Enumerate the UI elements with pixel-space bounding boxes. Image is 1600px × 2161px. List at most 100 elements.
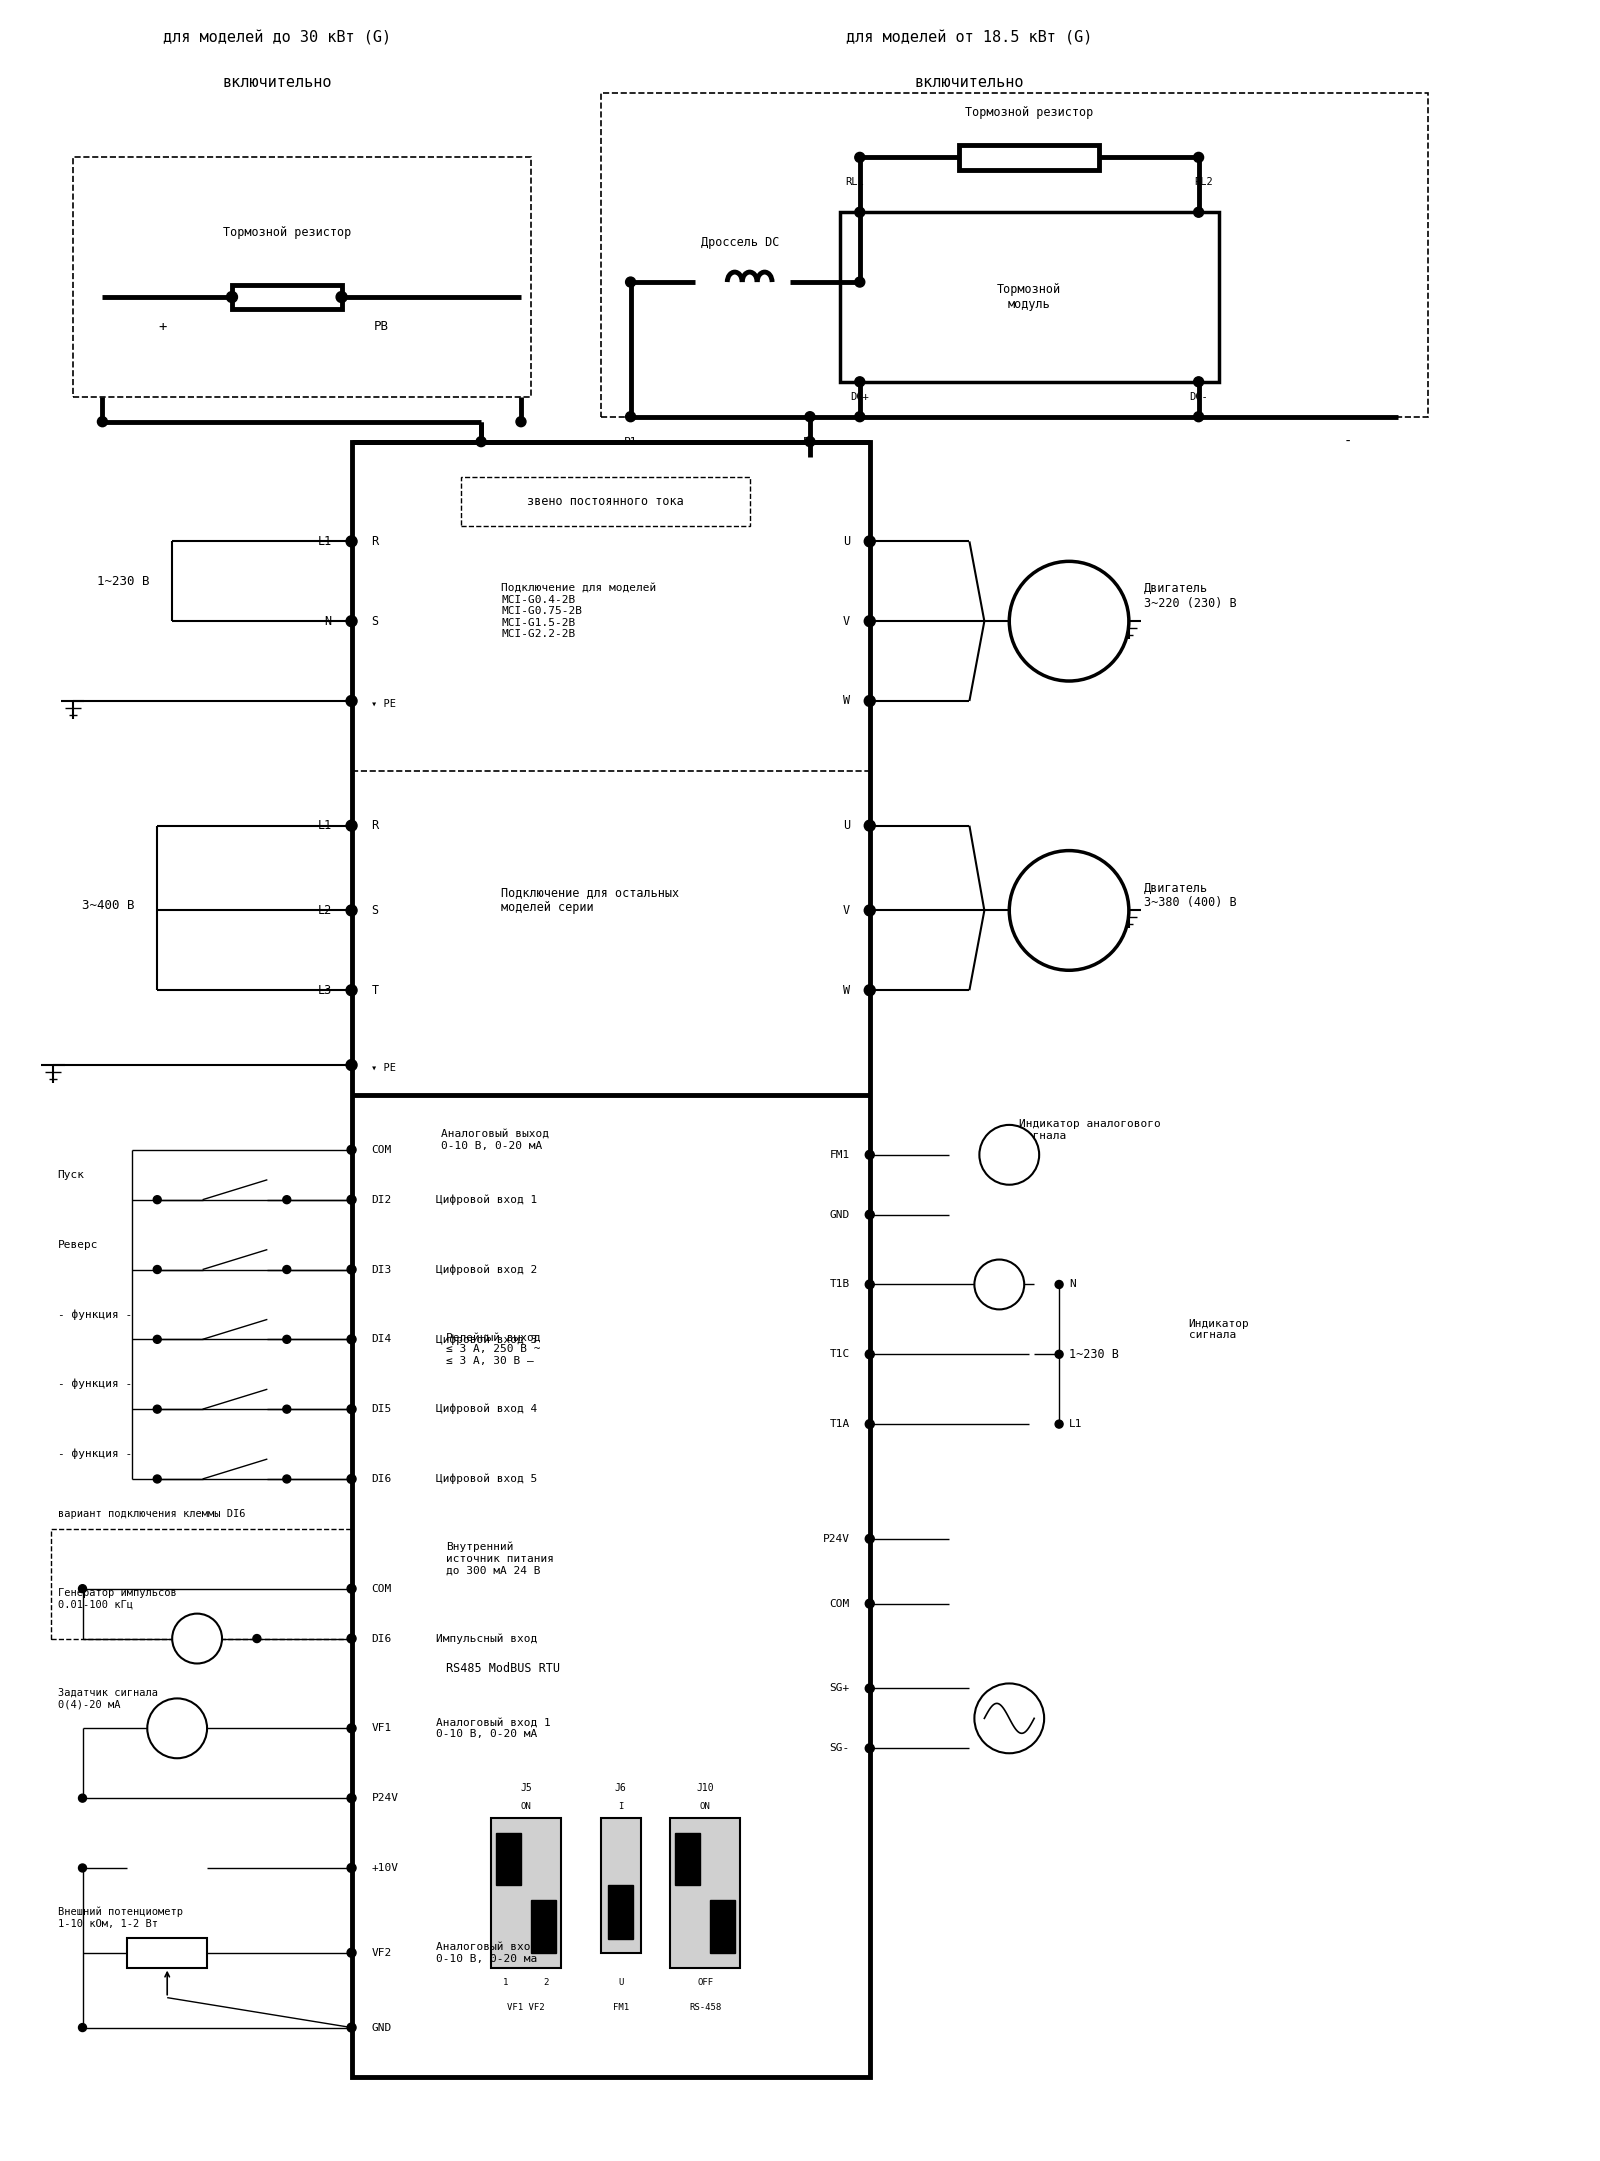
Text: включительно: включительно	[222, 76, 331, 91]
Text: L2: L2	[317, 903, 331, 916]
Circle shape	[864, 985, 875, 996]
Circle shape	[78, 1865, 86, 1871]
Circle shape	[78, 1794, 86, 1802]
Circle shape	[866, 1683, 874, 1692]
Text: ▾ PE: ▾ PE	[371, 698, 397, 709]
Circle shape	[1010, 851, 1130, 970]
Bar	[960, 145, 1099, 171]
Circle shape	[154, 1405, 162, 1413]
Text: DC+: DC+	[851, 391, 869, 402]
Text: 2: 2	[542, 1977, 549, 1988]
Text: ON: ON	[520, 1802, 531, 1811]
Circle shape	[1054, 1420, 1062, 1428]
Text: DI6: DI6	[371, 1634, 392, 1645]
Text: COM: COM	[371, 1584, 392, 1593]
Circle shape	[347, 1863, 357, 1871]
Text: P1: P1	[624, 437, 637, 447]
Text: Реверс: Реверс	[58, 1240, 98, 1249]
Circle shape	[347, 1264, 357, 1275]
Circle shape	[1194, 207, 1203, 218]
Text: 3~400 В: 3~400 В	[83, 899, 134, 912]
Circle shape	[866, 1150, 874, 1158]
Text: 1~230 В: 1~230 В	[1069, 1348, 1118, 1361]
Text: Двигатель
3~380 (400) В: Двигатель 3~380 (400) В	[1144, 882, 1237, 910]
Text: Релейный выход
≤ 3 А, 250 В ~
≤ 3 А, 30 В —: Релейный выход ≤ 3 А, 250 В ~ ≤ 3 А, 30 …	[446, 1333, 541, 1366]
Circle shape	[347, 1949, 357, 1958]
Text: RS485 ModBUS RTU: RS485 ModBUS RTU	[446, 1662, 560, 1675]
Text: DI5: DI5	[371, 1405, 392, 1413]
Circle shape	[346, 536, 357, 547]
Text: S: S	[371, 903, 379, 916]
Circle shape	[515, 417, 526, 426]
Text: T1C: T1C	[829, 1348, 850, 1359]
Circle shape	[866, 1210, 874, 1219]
Text: RL2: RL2	[1194, 177, 1213, 188]
Text: Цифровой вход 3: Цифровой вход 3	[437, 1333, 538, 1344]
Text: +10V: +10V	[371, 1863, 398, 1874]
Text: V: V	[843, 903, 850, 916]
Text: GND: GND	[829, 1210, 850, 1219]
Circle shape	[854, 207, 864, 218]
Text: вариант подключения клеммы DI6: вариант подключения клеммы DI6	[58, 1508, 245, 1519]
Text: Импульсный вход: Импульсный вход	[437, 1634, 538, 1645]
Text: FM1: FM1	[613, 2003, 629, 2012]
Text: L3: L3	[317, 983, 331, 996]
Circle shape	[864, 536, 875, 547]
Bar	[232, 285, 341, 309]
Circle shape	[154, 1195, 162, 1204]
Bar	[128, 1938, 206, 1969]
Circle shape	[1010, 562, 1130, 681]
Circle shape	[866, 1279, 874, 1288]
Circle shape	[854, 277, 864, 287]
Circle shape	[283, 1476, 291, 1482]
Text: Индикатор аналогового
сигнала: Индикатор аналогового сигнала	[1019, 1119, 1162, 1141]
Circle shape	[866, 1744, 874, 1753]
Text: Индикатор
сигнала: Индикатор сигнала	[1189, 1318, 1250, 1340]
Text: R: R	[371, 819, 379, 832]
Text: J5: J5	[520, 1783, 531, 1794]
Text: T: T	[371, 983, 379, 996]
Text: VF1 VF2: VF1 VF2	[507, 2003, 544, 2012]
Circle shape	[78, 1584, 86, 1593]
Text: звено постоянного тока: звено постоянного тока	[528, 495, 685, 508]
Text: L1: L1	[1069, 1420, 1083, 1428]
Text: L1: L1	[317, 536, 331, 549]
Circle shape	[154, 1266, 162, 1273]
Circle shape	[477, 437, 486, 447]
Text: Тормозной резистор: Тормозной резистор	[965, 106, 1093, 119]
Text: Внешний потенциометр
1-10 кОм, 1-2 Вт: Внешний потенциометр 1-10 кОм, 1-2 Вт	[58, 1906, 182, 1930]
Circle shape	[864, 616, 875, 627]
Circle shape	[979, 1126, 1038, 1184]
Bar	[187, 1629, 206, 1649]
Bar	[600, 1817, 640, 1954]
Text: Цифровой вход 2: Цифровой вход 2	[437, 1264, 538, 1275]
Bar	[352, 441, 870, 2077]
Text: T1A: T1A	[829, 1420, 850, 1428]
Text: Подключение для остальных
моделей серии: Подключение для остальных моделей серии	[501, 886, 678, 914]
Text: - функция -: - функция -	[58, 1448, 131, 1459]
Text: 1~230 В: 1~230 В	[98, 575, 150, 588]
Text: W: W	[843, 694, 850, 707]
Text: -: -	[1344, 434, 1352, 449]
Circle shape	[866, 1599, 874, 1608]
Circle shape	[346, 696, 357, 707]
Text: U: U	[843, 819, 850, 832]
Text: P+: P+	[803, 437, 816, 447]
Bar	[675, 1833, 701, 1884]
Circle shape	[1054, 1351, 1062, 1359]
Circle shape	[347, 1335, 357, 1344]
Text: J10: J10	[696, 1783, 714, 1794]
Circle shape	[1194, 376, 1203, 387]
Text: ON: ON	[699, 1802, 710, 1811]
Text: P24V: P24V	[822, 1534, 850, 1543]
Circle shape	[626, 277, 635, 287]
Bar	[600, 93, 1427, 417]
Text: N: N	[325, 614, 331, 627]
Text: Подключение для моделей
MCI-G0.4-2B
MCI-G0.75-2B
MCI-G1.5-2B
MCI-G2.2-2B: Подключение для моделей MCI-G0.4-2B MCI-…	[501, 583, 656, 640]
Circle shape	[1194, 413, 1203, 421]
Text: RS-458: RS-458	[690, 2003, 722, 2012]
Bar	[608, 1884, 632, 1938]
Circle shape	[346, 1059, 357, 1070]
Text: J6: J6	[614, 1783, 627, 1794]
Circle shape	[347, 1145, 357, 1154]
